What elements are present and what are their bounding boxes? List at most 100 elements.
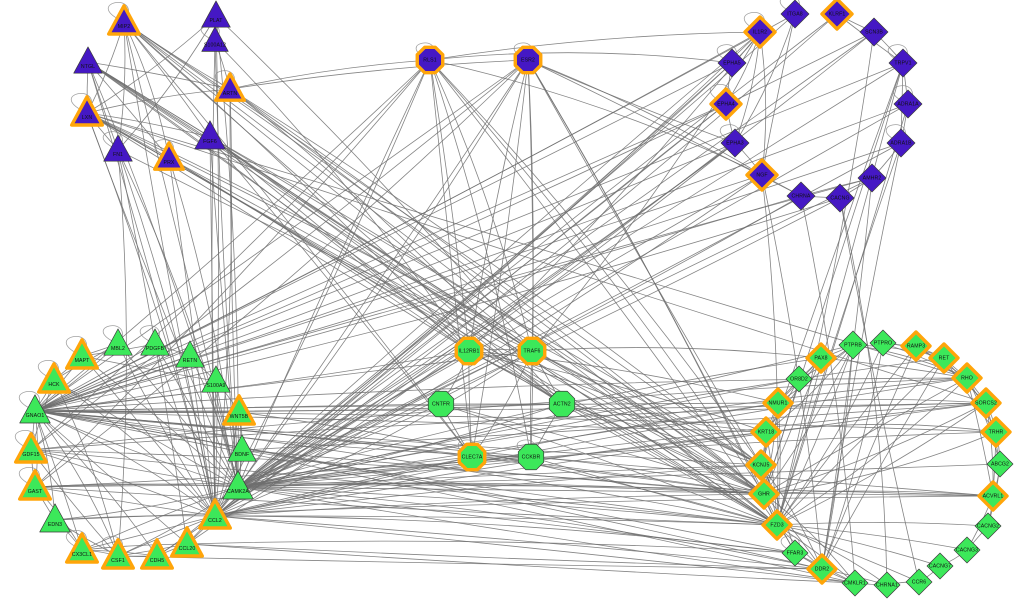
graph-node[interactable] bbox=[227, 434, 257, 462]
graph-node[interactable] bbox=[103, 328, 133, 356]
graph-node[interactable] bbox=[517, 443, 545, 471]
graph-node[interactable] bbox=[745, 449, 777, 481]
graph-node[interactable] bbox=[886, 128, 916, 158]
graph-node[interactable] bbox=[761, 509, 793, 541]
graph-node[interactable] bbox=[780, 0, 810, 29]
graph-node[interactable] bbox=[106, 4, 142, 36]
edge bbox=[776, 524, 888, 586]
graph-node[interactable] bbox=[37, 362, 72, 394]
graph-node[interactable] bbox=[39, 503, 71, 533]
graph-node[interactable] bbox=[221, 394, 257, 426]
edge bbox=[214, 402, 779, 517]
graph-node[interactable] bbox=[69, 95, 105, 127]
graph-node[interactable] bbox=[18, 469, 52, 501]
graph-node[interactable] bbox=[781, 539, 809, 567]
graph-node[interactable] bbox=[717, 48, 747, 78]
graph-node[interactable] bbox=[427, 390, 455, 418]
graph-node[interactable] bbox=[139, 538, 175, 570]
graph-node[interactable] bbox=[64, 532, 100, 564]
edge bbox=[429, 52, 733, 64]
graph-node[interactable] bbox=[517, 336, 547, 366]
graph-node[interactable] bbox=[951, 362, 983, 394]
edge bbox=[34, 103, 909, 412]
edge bbox=[34, 410, 158, 557]
graph-node[interactable] bbox=[415, 45, 445, 75]
graph-node[interactable] bbox=[953, 536, 981, 564]
graph-node[interactable] bbox=[64, 338, 100, 370]
graph-node[interactable] bbox=[750, 416, 782, 448]
graph-node[interactable] bbox=[838, 330, 868, 360]
graph-node[interactable] bbox=[825, 183, 855, 213]
graph-node[interactable] bbox=[748, 478, 780, 510]
graph-node[interactable] bbox=[806, 553, 838, 585]
edge bbox=[214, 377, 968, 517]
graph-node[interactable] bbox=[977, 480, 1009, 512]
edge bbox=[34, 355, 191, 412]
edge bbox=[237, 431, 997, 488]
graph-node[interactable] bbox=[103, 134, 133, 162]
graph-node[interactable] bbox=[140, 328, 170, 356]
edge bbox=[214, 402, 987, 517]
graph-node[interactable] bbox=[928, 342, 960, 374]
graph-node[interactable] bbox=[197, 498, 233, 530]
graph-node[interactable] bbox=[859, 17, 889, 47]
edge bbox=[776, 342, 884, 526]
graph-node[interactable] bbox=[869, 329, 897, 357]
edge bbox=[776, 522, 989, 527]
graph-node[interactable] bbox=[893, 89, 923, 119]
self-loop-edge bbox=[780, 535, 800, 552]
edge bbox=[468, 350, 765, 495]
graph-node[interactable] bbox=[720, 128, 750, 158]
edge bbox=[229, 59, 431, 90]
graph-node[interactable] bbox=[805, 342, 837, 374]
graph-node[interactable] bbox=[841, 569, 869, 597]
graph-node[interactable] bbox=[73, 46, 103, 74]
node-layer[interactable] bbox=[13, 0, 1014, 599]
graph-node[interactable] bbox=[888, 48, 918, 78]
graph-node[interactable] bbox=[222, 470, 254, 500]
graph-node[interactable] bbox=[454, 336, 484, 366]
graph-node[interactable] bbox=[19, 394, 51, 424]
edge bbox=[86, 112, 216, 517]
graph-node[interactable] bbox=[745, 158, 779, 192]
graph-node[interactable] bbox=[974, 512, 1002, 540]
edge bbox=[839, 197, 920, 583]
graph-node[interactable] bbox=[709, 87, 743, 121]
graph-node[interactable] bbox=[194, 120, 226, 150]
graph-node[interactable] bbox=[743, 15, 777, 49]
graph-node[interactable] bbox=[13, 432, 48, 464]
graph-node[interactable] bbox=[820, 0, 854, 31]
edge bbox=[123, 21, 470, 352]
graph-node[interactable] bbox=[214, 72, 246, 102]
graph-node[interactable] bbox=[169, 526, 205, 558]
edge bbox=[87, 61, 533, 352]
graph-node[interactable] bbox=[980, 416, 1012, 448]
graph-node[interactable] bbox=[513, 45, 543, 75]
graph-node[interactable] bbox=[457, 442, 487, 472]
graph-node[interactable] bbox=[926, 552, 954, 580]
edge bbox=[214, 515, 796, 554]
graph-node[interactable] bbox=[201, 0, 231, 28]
graph-node[interactable] bbox=[905, 568, 933, 596]
graph-node[interactable] bbox=[785, 365, 813, 393]
graph-node[interactable] bbox=[153, 141, 185, 171]
graph-node[interactable] bbox=[986, 450, 1014, 478]
graph-node[interactable] bbox=[873, 571, 901, 599]
graph-node[interactable] bbox=[786, 181, 816, 211]
edge bbox=[214, 515, 778, 526]
graph-node[interactable] bbox=[100, 538, 136, 570]
edge bbox=[86, 88, 231, 114]
graph-node[interactable] bbox=[970, 387, 1002, 419]
graph-node[interactable] bbox=[857, 163, 887, 193]
edge bbox=[765, 423, 997, 433]
edge bbox=[34, 410, 239, 488]
edge bbox=[237, 350, 470, 488]
graph-node[interactable] bbox=[201, 26, 229, 52]
graph-node[interactable] bbox=[175, 340, 205, 368]
graph-node[interactable] bbox=[900, 330, 932, 362]
graph-node[interactable] bbox=[762, 387, 794, 419]
graph-node[interactable] bbox=[548, 390, 576, 418]
graph-node[interactable] bbox=[201, 365, 231, 393]
